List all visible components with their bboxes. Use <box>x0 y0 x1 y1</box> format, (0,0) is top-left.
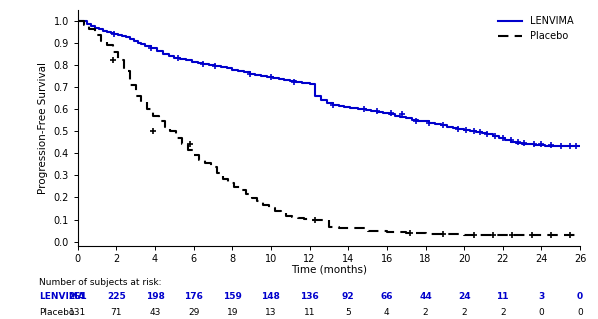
Text: LENVIMA: LENVIMA <box>39 292 85 301</box>
Text: 6: 6 <box>191 254 197 263</box>
Text: 92: 92 <box>342 292 355 301</box>
Text: 16: 16 <box>381 254 393 263</box>
Text: 13: 13 <box>265 308 277 317</box>
Text: 11: 11 <box>496 292 509 301</box>
Text: 18: 18 <box>419 254 432 263</box>
Text: 4: 4 <box>152 254 158 263</box>
Text: 0: 0 <box>539 308 544 317</box>
Text: 198: 198 <box>145 292 164 301</box>
Text: 225: 225 <box>107 292 126 301</box>
Text: 43: 43 <box>150 308 161 317</box>
Text: 148: 148 <box>261 292 280 301</box>
Text: 29: 29 <box>188 308 199 317</box>
Text: 2: 2 <box>461 308 467 317</box>
Text: 24: 24 <box>535 254 548 263</box>
Text: 8: 8 <box>229 254 236 263</box>
Text: Time (months): Time (months) <box>291 265 367 275</box>
Text: 14: 14 <box>342 254 355 263</box>
Text: 0: 0 <box>75 254 81 263</box>
Text: 11: 11 <box>304 308 315 317</box>
Text: 159: 159 <box>223 292 242 301</box>
Text: 44: 44 <box>419 292 432 301</box>
Text: 26: 26 <box>574 254 586 263</box>
Text: 136: 136 <box>300 292 319 301</box>
Text: 22: 22 <box>496 254 509 263</box>
Text: 2: 2 <box>423 308 428 317</box>
Text: 10: 10 <box>265 254 277 263</box>
Text: 5: 5 <box>346 308 351 317</box>
Text: 3: 3 <box>538 292 545 301</box>
Text: 4: 4 <box>384 308 390 317</box>
Text: 19: 19 <box>227 308 238 317</box>
Y-axis label: Progression-Free Survival: Progression-Free Survival <box>38 62 48 194</box>
Text: 12: 12 <box>303 254 316 263</box>
Text: 176: 176 <box>184 292 203 301</box>
Text: 20: 20 <box>458 254 471 263</box>
Text: Number of subjects at risk:: Number of subjects at risk: <box>39 278 161 287</box>
Text: 2: 2 <box>113 254 120 263</box>
Text: 0: 0 <box>577 308 583 317</box>
Text: 71: 71 <box>111 308 122 317</box>
Text: 0: 0 <box>577 292 583 301</box>
Text: 2: 2 <box>500 308 505 317</box>
Text: 66: 66 <box>380 292 393 301</box>
Text: Placebo: Placebo <box>39 308 75 317</box>
Legend: LENVIMA, Placebo: LENVIMA, Placebo <box>494 12 577 45</box>
Text: 261: 261 <box>68 292 87 301</box>
Text: 24: 24 <box>458 292 471 301</box>
Text: 131: 131 <box>69 308 86 317</box>
